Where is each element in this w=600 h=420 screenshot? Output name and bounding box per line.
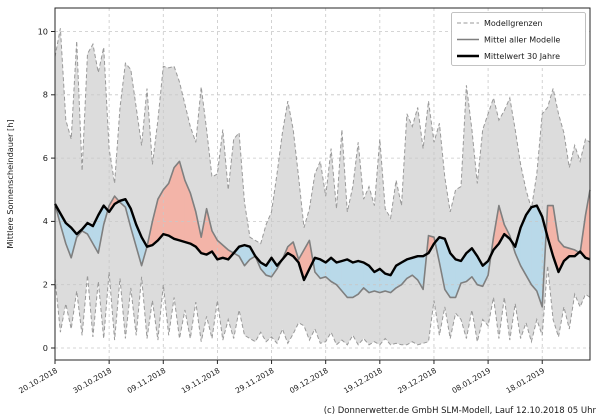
legend-box xyxy=(451,12,586,66)
y-tick-label: 6 xyxy=(43,153,48,163)
below-normal-fill xyxy=(531,205,538,292)
legend: Modellgrenzen Mittel aller Modelle Mittelw… xyxy=(451,12,586,66)
legend-item-mittel-aller-modelle-label: Mittel aller Modelle xyxy=(484,35,560,44)
mean-30y-line xyxy=(53,197,591,282)
model-range-upper-line xyxy=(54,28,591,245)
plot-frame xyxy=(54,7,591,361)
above-normal-fill xyxy=(173,160,180,241)
legend-item-modellgrenzen-label: Modellgrenzen xyxy=(484,19,543,28)
y-tick-label: 2 xyxy=(43,280,48,290)
gridlines xyxy=(54,8,590,360)
below-normal-fill xyxy=(347,258,354,298)
above-normal-fill xyxy=(163,182,169,236)
y-axis-label: Mittlere Sonnenscheindauer [h] xyxy=(5,119,15,248)
y-tick-label: 10 xyxy=(38,26,48,36)
legend-item-mittelwert-30-jahre-label: Mittelwert 30 Jahre xyxy=(484,52,560,61)
model-range-lower-line xyxy=(54,265,591,346)
anomaly-fills xyxy=(54,160,591,307)
copyright-caption: (c) Donnerwetter.de GmbH SLM-Modell, Lau… xyxy=(324,406,597,416)
below-normal-fill xyxy=(525,206,532,286)
below-normal-fill xyxy=(352,260,359,298)
y-tick-label: 0 xyxy=(43,343,48,353)
y-tick-label: 4 xyxy=(43,216,48,226)
model-mean-line xyxy=(54,160,591,308)
y-tick-label: 8 xyxy=(43,90,48,100)
below-normal-fill xyxy=(384,273,391,293)
